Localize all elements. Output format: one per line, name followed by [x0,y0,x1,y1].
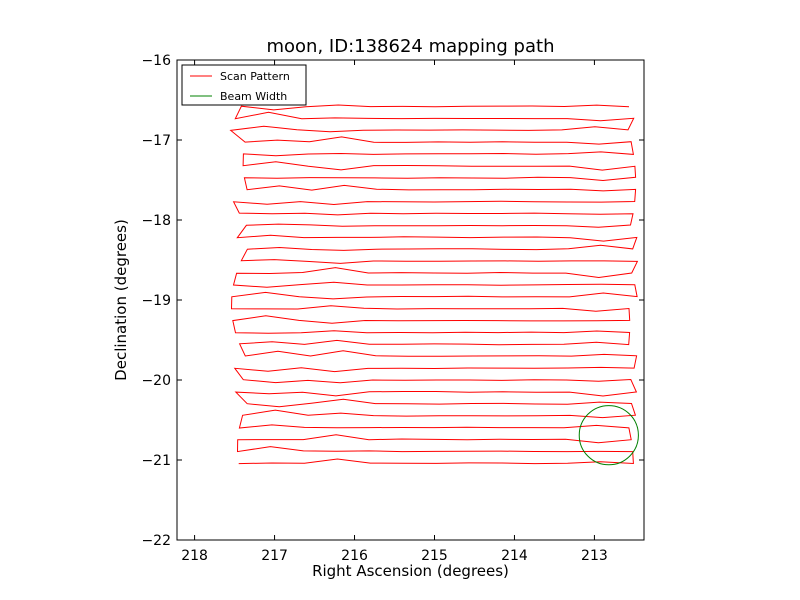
x-tick-label: 217 [261,548,288,564]
y-tick-label: −21 [141,453,171,469]
x-tick-label: 214 [501,548,528,564]
y-axis-label: Declination (degrees) [112,219,130,381]
beam-width-series [578,405,639,466]
x-tick-label: 216 [341,548,368,564]
x-tick-label: 213 [581,548,608,564]
x-tick-label: 215 [421,548,448,564]
y-tick-label: −19 [141,293,171,309]
x-axis-label: Right Ascension (degrees) [312,562,509,580]
x-axis-ticks: 218 217 216 215 214 213 [181,60,608,564]
beam-width-circle [578,405,639,466]
legend-entry-beam-width: Beam Width [220,90,287,103]
y-tick-label: −16 [141,53,171,69]
legend-entry-scan-pattern: Scan Pattern [220,70,290,83]
chart-title: moon, ID:138624 mapping path [267,36,555,57]
y-axis-ticks: −16 −17 −18 −19 −20 −21 −22 [141,53,644,549]
x-tick-label: 218 [181,548,208,564]
plot-area [176,59,645,541]
y-tick-label: −20 [141,373,171,389]
y-tick-label: −17 [141,133,171,149]
legend-box [181,64,307,106]
legend: Scan Pattern Beam Width [181,64,307,106]
y-tick-label: −18 [141,213,171,229]
scan-pattern-line [229,104,639,465]
scan-pattern-series [229,104,639,465]
y-tick-label: −22 [141,533,171,549]
